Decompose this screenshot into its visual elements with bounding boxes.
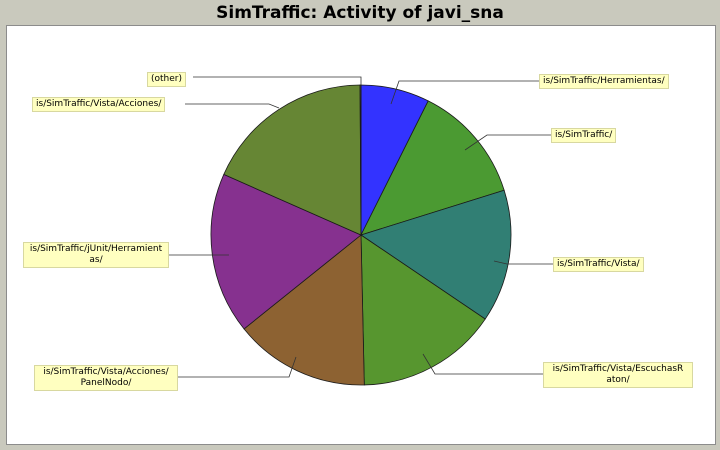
pie-slice-simtraffic [360, 100, 505, 236]
plot-area: is/SimTraffic/Herramientas/ is/SimTraffi… [6, 25, 716, 445]
callout-panel-nodo: is/SimTraffic/Vista/Acciones/ PanelNodo/ [34, 365, 178, 391]
callout-simtraffic: is/SimTraffic/ [551, 128, 617, 143]
pie-slice-vista [360, 189, 512, 320]
pie-slice-escuchas-raton [360, 234, 486, 386]
callout-acciones: is/SimTraffic/Vista/Acciones/ [32, 97, 166, 112]
leader-line-simtraffic [464, 134, 551, 151]
pie-slice-acciones [223, 84, 362, 236]
callout-other: (other) [147, 72, 186, 87]
pie-slice-panel-nodo [243, 234, 365, 386]
leader-line-escuchas-raton [422, 353, 543, 375]
pie-slice-junit-herramientas [210, 173, 362, 330]
leader-line-panel-nodo [178, 356, 297, 378]
callout-junit-herramientas: is/SimTraffic/jUnit/Herramient as/ [23, 242, 169, 268]
callout-escuchas-raton: is/SimTraffic/Vista/EscuchasR aton/ [543, 362, 693, 388]
pie-chart [169, 76, 553, 386]
leader-line-other [193, 76, 362, 85]
callout-herramientas: is/SimTraffic/Herramientas/ [539, 74, 669, 89]
leader-line-vista [493, 260, 553, 265]
leader-line-herramientas [390, 80, 539, 105]
chart-title: SimTraffic: Activity of javi_sna [216, 3, 504, 23]
callout-vista: is/SimTraffic/Vista/ [553, 257, 644, 272]
leader-line-acciones [185, 103, 280, 109]
